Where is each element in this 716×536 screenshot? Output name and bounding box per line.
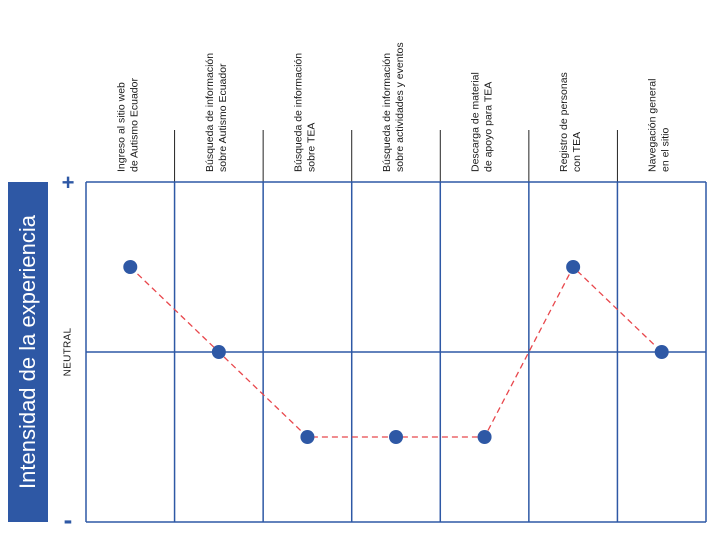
category-label-line: sobre TEA: [305, 123, 317, 172]
y-axis-band: [8, 182, 48, 522]
category-label-line: Navegación general: [647, 79, 659, 172]
category-label: Navegación generalen el sitio: [647, 79, 672, 172]
category-label-line: Registro de personas: [558, 72, 570, 172]
data-point: [211, 345, 226, 359]
category-label-line: Búsqueda de información: [381, 53, 393, 172]
data-point: [123, 260, 138, 274]
category-label-line: de apoyo para TEA: [483, 82, 495, 172]
category-label-line: Descarga de material: [470, 72, 482, 172]
category-label-line: en el sitio: [660, 127, 672, 172]
category-label-line: Búsqueda de información: [292, 53, 304, 172]
category-label-line: con TEA: [571, 132, 583, 172]
category-label-line: de Autismo Ecuador: [128, 78, 140, 172]
category-label: Búsqueda de informaciónsobre TEA: [292, 53, 317, 172]
category-label: Descarga de materialde apoyo para TEA: [470, 72, 495, 172]
minus-sign: -: [63, 504, 73, 535]
data-point: [566, 260, 581, 274]
data-point: [477, 430, 492, 444]
category-label: Registro de personascon TEA: [558, 72, 583, 172]
plus-sign: +: [61, 170, 75, 195]
category-label-line: sobre Autismo Ecuador: [217, 63, 229, 172]
category-label: Búsqueda de informaciónsobre Autismo Ecu…: [204, 53, 229, 172]
category-label-line: Búsqueda de información: [204, 53, 216, 172]
category-label: Búsqueda de informaciónsobre actividades…: [381, 42, 406, 172]
data-point: [654, 345, 669, 359]
category-label: Ingreso al sitio webde Autismo Ecuador: [115, 78, 140, 172]
category-label-line: sobre actividades y eventos: [394, 42, 406, 172]
data-point: [300, 430, 315, 444]
category-label-line: Ingreso al sitio web: [115, 82, 127, 172]
data-point: [389, 430, 403, 444]
